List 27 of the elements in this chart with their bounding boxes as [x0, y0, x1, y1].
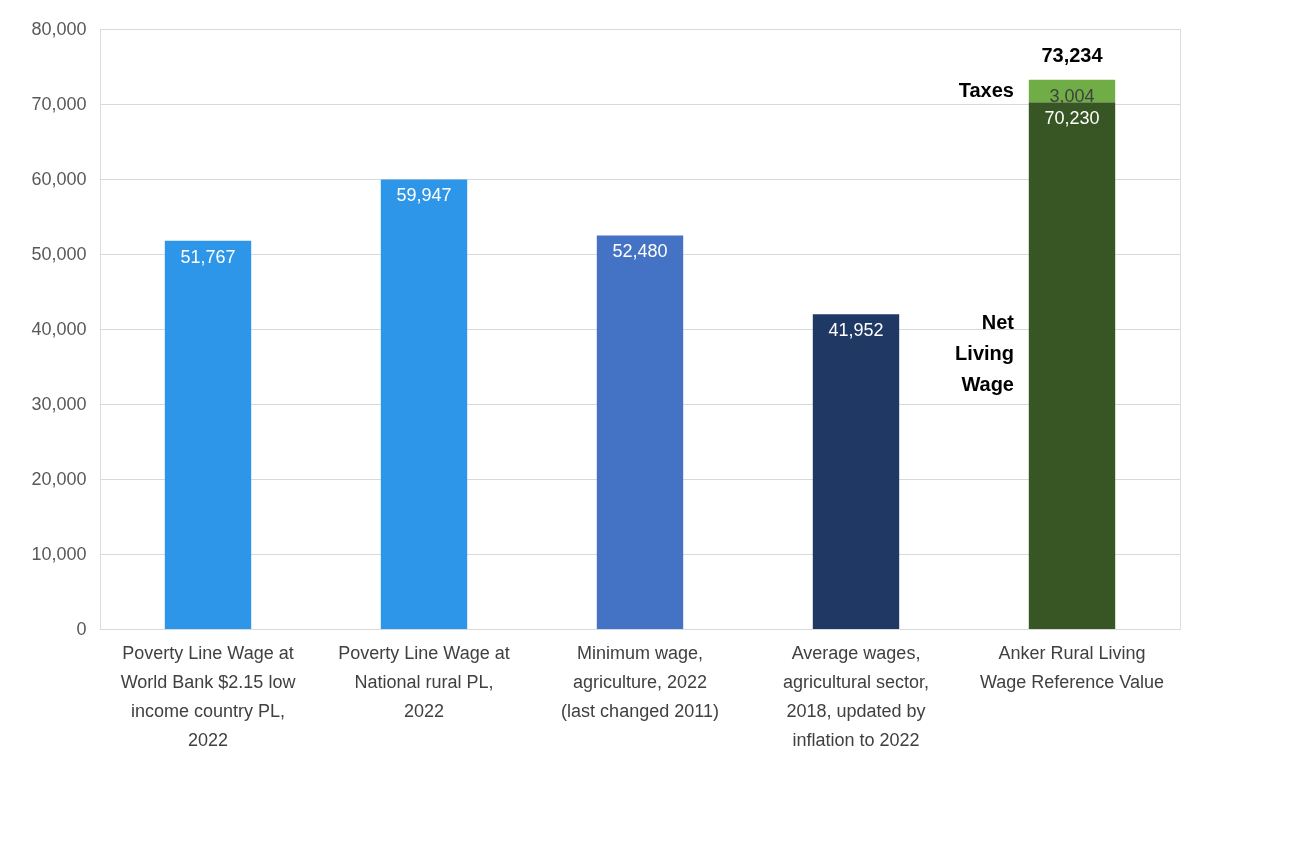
data-label: 3,004 — [1049, 85, 1095, 106]
bar — [596, 235, 684, 629]
bar — [164, 240, 252, 629]
x-tick-label: Minimum wage, agriculture, 2022 (last changed 2011) — [561, 643, 719, 721]
data-label: 70,230 — [1044, 108, 1100, 129]
y-tick-label: 60,000 — [31, 168, 87, 189]
bar — [380, 179, 468, 629]
total-label: 73,234 — [1041, 43, 1104, 66]
y-tick-label: 70,000 — [31, 93, 87, 114]
data-label: 51,767 — [180, 246, 236, 267]
y-tick-label: 20,000 — [31, 468, 87, 489]
x-tick-label: Poverty Line Wage at National rural PL, 2022 — [338, 643, 510, 721]
x-tick-label: Average wages, agricultural sector, 2018, updated by inflation to 2022 — [782, 643, 930, 750]
data-label: 52,480 — [612, 241, 668, 262]
series-label: Net Living Wage — [955, 311, 1015, 396]
x-tick-label: Poverty Line Wage at World Bank $2.15 low income country PL, 2022 — [120, 643, 297, 750]
y-tick-label: 10,000 — [31, 543, 87, 564]
y-tick-label: 40,000 — [31, 318, 87, 339]
y-tick-label: 30,000 — [31, 393, 87, 414]
y-tick-label: 80,000 — [31, 18, 87, 39]
series-label: Taxes — [958, 79, 1014, 102]
data-label: 41,952 — [828, 320, 884, 341]
bar — [812, 314, 900, 629]
x-tick-label: Anker Rural Living Wage Reference Value — [979, 643, 1165, 692]
y-tick-label: 50,000 — [31, 243, 87, 264]
y-tick-label: 0 — [76, 618, 87, 639]
data-label: 59,947 — [396, 185, 452, 206]
